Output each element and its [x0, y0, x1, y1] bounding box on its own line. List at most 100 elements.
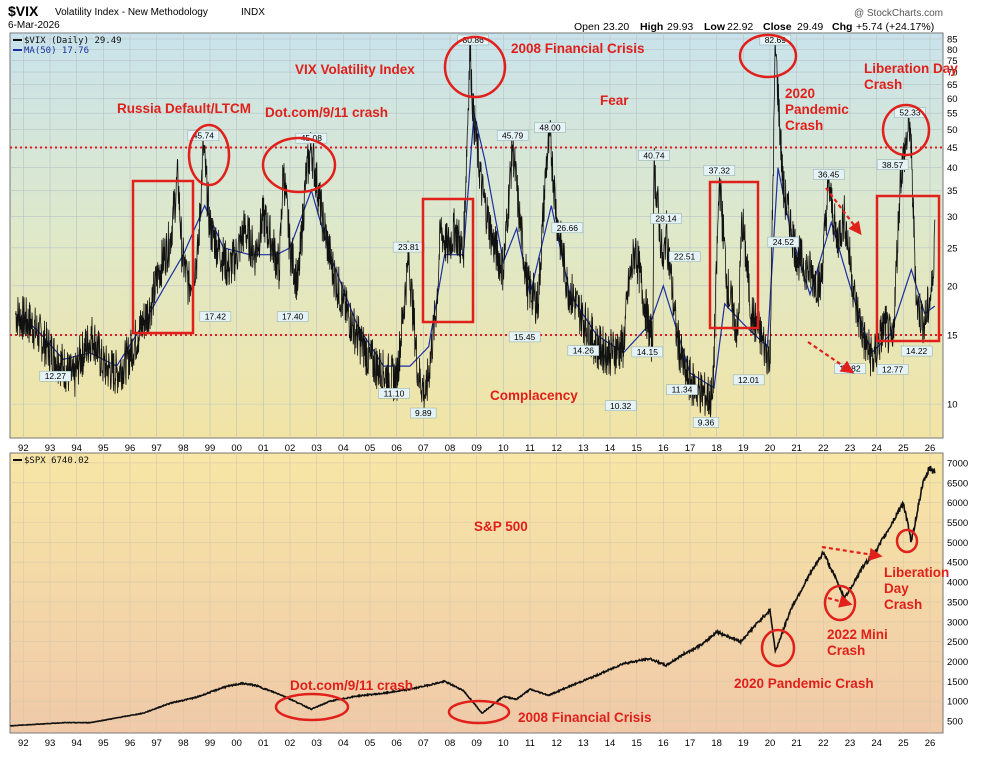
vix-peak-label: 22.51	[668, 251, 701, 262]
vix-peak-label: 26.66	[551, 222, 584, 234]
chart-header: $VIX Volatility Index - New Methodology …	[8, 3, 943, 33]
vix-peak-label-box	[199, 311, 232, 322]
header-exchange: INDX	[241, 7, 265, 18]
vix-peak-label-box	[410, 407, 437, 419]
vix-peak-label-box	[876, 364, 909, 375]
vix-x-tick-label: 20	[765, 443, 776, 454]
vix-y-tick-label: 70	[947, 68, 958, 79]
spx-panel: 7000650060005500500045004000350030002500…	[9, 452, 968, 749]
spx-y-tick-label: 500	[947, 717, 963, 728]
vix-peak-label: 28.14	[650, 213, 682, 224]
vix-x-tick-label: 18	[711, 443, 722, 454]
spx-highlight-shapes	[274, 528, 919, 725]
vix-series	[14, 40, 936, 418]
vix-peak-label-text: 40.74	[643, 150, 665, 160]
vix-x-tick-label: 98	[178, 443, 189, 454]
vix-x-tick-label: 01	[258, 443, 269, 454]
vix-peak-label: 15.45	[508, 331, 541, 343]
spx-arrow-2022	[821, 545, 883, 561]
vix-peak-label: 36.45	[812, 169, 845, 180]
vix-peak-label-text: 15.45	[514, 332, 536, 342]
spx-x-tick-label: 23	[845, 738, 856, 749]
vix-peak-label-text: 48.00	[539, 122, 561, 132]
vix-y-tick-label: 20	[947, 281, 958, 292]
vix-peak-label-text: 10.32	[610, 401, 632, 411]
annotation-2020-line2: Pandemic	[785, 102, 849, 117]
annotation-liberation-line1: Liberation Day	[864, 61, 958, 76]
annotation-vix-title: VIX Volatility Index	[295, 62, 415, 77]
spx-y-tick-label: 6500	[947, 478, 968, 489]
spx-annotation-2022-line2: Crash	[827, 643, 865, 658]
spx-x-tick-label: 22	[818, 738, 829, 749]
vix-peak-label: 17.40	[276, 311, 309, 322]
spx-circle-dotcom	[274, 692, 350, 722]
vix-peak-label-text: 14.15	[637, 347, 659, 357]
vix-peak-label: 9.89	[410, 407, 437, 419]
vix-peak-label: 38.57	[876, 159, 909, 171]
vix-y-tick-label: 10	[947, 400, 958, 411]
spx-annotation-2022-line1: 2022 Mini	[827, 627, 888, 642]
spx-y-axis: 7000 6500 6000 5500 5000 4500 4000 3500 3000 2500…	[947, 458, 968, 727]
header-ohlc: Open 23.20 High 29.93 Low 22.92 Close 29…	[574, 21, 934, 33]
header-name: Volatility Index - New Methodology	[55, 7, 208, 18]
vix-peak-label-box	[876, 159, 909, 171]
vix-peak-label-text: 80.86	[463, 35, 485, 45]
spx-x-tick-label: 98	[178, 738, 189, 749]
vix-peak-label-box	[668, 251, 701, 262]
vix-x-tick-label: 94	[71, 443, 82, 454]
spx-y-tick-label: 4500	[947, 558, 968, 569]
vix-peak-label-box	[894, 107, 926, 118]
highlight-circle-2008	[443, 35, 507, 99]
header-date: 6-Mar-2026	[8, 20, 60, 31]
vix-x-tick-label: 16	[658, 443, 669, 454]
vix-x-tick-label: 93	[45, 443, 56, 454]
vix-peak-label-box	[900, 345, 933, 357]
vix-peak-label: 12.27	[39, 370, 72, 382]
vix-x-tick-label: 92	[18, 443, 29, 454]
spx-x-tick-label: 24	[871, 738, 882, 749]
spx-x-tick-label: 12	[551, 738, 562, 749]
spx-x-tick-label: 00	[231, 738, 242, 749]
highlight-circle-2002	[261, 136, 337, 194]
spx-x-tick-label: 25	[898, 738, 909, 749]
spx-x-tick-label: 04	[338, 738, 349, 749]
vix-x-tick-label: 14	[605, 443, 616, 454]
spx-x-tick-label: 99	[205, 738, 216, 749]
spx-x-tick-label: 13	[578, 738, 589, 749]
vix-peak-label: 14.26	[567, 345, 600, 356]
vix-peak-label-box	[650, 213, 682, 224]
spx-y-tick-label: 3500	[947, 597, 968, 608]
vix-peak-label-text: 52.33	[899, 108, 921, 118]
spx-annotation-liberation-line1: Liberation	[884, 565, 949, 580]
ohlc-high-value: 29.93	[667, 21, 693, 33]
vix-peak-label-box	[276, 311, 309, 322]
vix-x-tick-label: 04	[338, 443, 349, 454]
vix-peak-label-text: 17.42	[205, 311, 227, 321]
vix-x-tick-label: 07	[418, 443, 429, 454]
vix-peak-label: 40.74	[638, 150, 670, 161]
vix-peak-label-text: 26.66	[557, 223, 579, 233]
ohlc-close-label: Close	[763, 21, 792, 33]
vix-panel: 12.27 45.74 17.42 45.08 17.40 23.81 11.10 9.89 8…	[9, 32, 958, 454]
spx-x-tick-label: 16	[658, 738, 669, 749]
vix-peak-label-box	[187, 130, 220, 141]
vix-peak-label-text: 9.89	[415, 408, 432, 418]
vix-x-tick-label: 03	[311, 443, 322, 454]
spx-legend: $SPX 6740.02	[13, 456, 89, 466]
vix-peak-label-box	[732, 374, 765, 386]
vix-x-tick-label: 96	[125, 443, 136, 454]
vix-x-tick-label: 19	[738, 443, 749, 454]
spx-x-tick-label: 01	[258, 738, 269, 749]
spx-circle-2008	[447, 699, 511, 725]
vix-peak-label: 12.77	[876, 364, 909, 375]
vix-peak-label-text: 11.34	[672, 385, 693, 395]
annotation-fear: Fear	[600, 93, 629, 108]
vix-y-tick-label: 35	[947, 186, 958, 197]
vix-y-tick-label: 25	[947, 243, 958, 254]
vix-y-tick-label: 65	[947, 80, 958, 91]
vix-arrows	[807, 187, 862, 374]
vix-peak-label: 17.42	[199, 311, 232, 322]
vix-peak-label-text: 45.74	[193, 131, 215, 141]
ohlc-close-value: 29.49	[797, 21, 823, 33]
